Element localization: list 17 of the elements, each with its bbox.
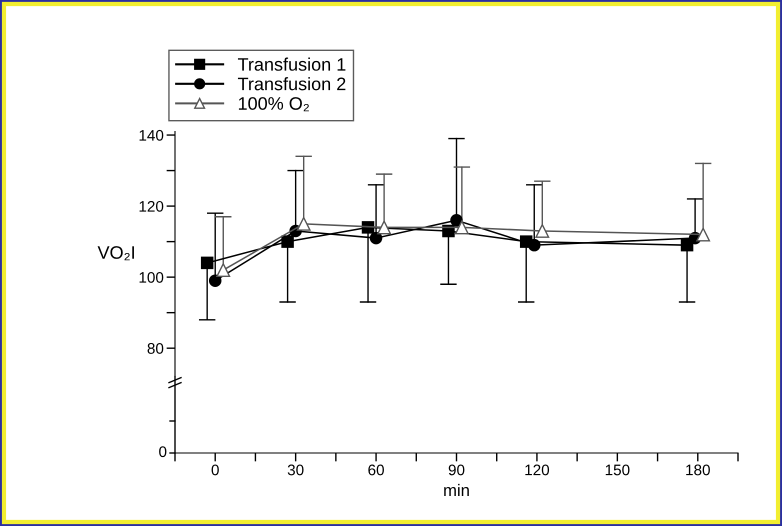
legend-label: Transfusion 1 bbox=[238, 58, 346, 71]
y-tick-label: 80 bbox=[148, 343, 164, 354]
x-axis-title: min bbox=[444, 484, 469, 496]
x-tick-label: 120 bbox=[525, 464, 550, 476]
y-tick-label: 140 bbox=[140, 130, 164, 141]
text: 0 bbox=[159, 446, 166, 458]
x-tick-label: 90 bbox=[448, 464, 464, 476]
y-axis-title: VO₂I bbox=[98, 246, 134, 260]
y-tick-label: 120 bbox=[140, 200, 164, 212]
legend-label: 100% O₂ bbox=[238, 97, 309, 112]
x-tick-label: 30 bbox=[288, 464, 304, 476]
x-tick-label: 180 bbox=[686, 464, 710, 476]
x-tick-label: 60 bbox=[368, 464, 384, 476]
x-tick-label: 150 bbox=[606, 464, 630, 476]
legend-label: Transfusion 2 bbox=[238, 77, 346, 90]
y-tick-label: 100 bbox=[140, 272, 164, 283]
x-tick-label: 0 bbox=[212, 464, 219, 476]
